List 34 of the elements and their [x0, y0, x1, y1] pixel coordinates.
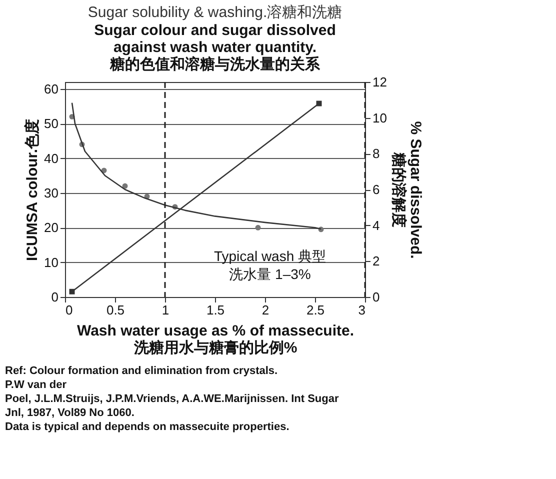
y2-tick-label: 0 — [372, 290, 380, 304]
x-tick-label: 3 — [358, 302, 366, 318]
y-tick-label: 60 — [44, 81, 58, 96]
text: P.W van der — [5, 379, 68, 391]
y-tick-label: 0 — [51, 290, 58, 304]
y-tick-label: 40 — [44, 150, 58, 166]
x-tick-label: 0.5 — [106, 302, 125, 318]
chart-title: Sugar solubility & washing.溶糖和洗糖 — [88, 4, 342, 21]
y2-tick-label: 8 — [372, 146, 380, 162]
chart-subtitle: Sugar colour and sugar dissolved against wash water quantity. 糖的色值和溶糖与洗水量的关系 — [94, 22, 336, 73]
y2-tick-label: 12 — [372, 74, 387, 90]
y2-axis-title: % Sugar dissolved. 糖的溶解度 — [390, 121, 424, 259]
y2-tick-label: 4 — [372, 218, 380, 233]
x-axis-title: Wash water usage as % of massecuite. 洗糖用水与糖膏的比例% — [76, 322, 354, 356]
y2-tick-label: 2 — [372, 254, 380, 269]
y2-tick-label: 6 — [372, 182, 380, 197]
annotation: Typical wash 典型 — [214, 248, 326, 264]
y-tick-label: 30 — [44, 185, 58, 200]
x-tick-label: 2 — [262, 302, 270, 318]
text: Jnl, 1987, Vol89 No 1060. — [5, 407, 134, 419]
text: Data is typical and depends on massecuite properties. — [5, 421, 290, 433]
x-tick-label: 1 — [162, 302, 170, 318]
y-tick-label: 50 — [44, 116, 58, 132]
text: Poel, J.L.M.Struijs, J.P.M.Vriends, A.A.WE.Marijnissen. Int Sugar — [5, 393, 340, 405]
x-tick-label: 2.5 — [306, 302, 325, 318]
text: Ref: Colour formation and elimination from crystals. — [5, 365, 278, 377]
y-tick-label: 20 — [44, 220, 58, 236]
point — [255, 224, 261, 230]
x-tick-label: 0 — [66, 302, 73, 318]
y2-tick-label: 10 — [372, 110, 387, 126]
annotation: 洗水量 1–3% — [229, 266, 311, 282]
y-axis-title: ICUMSA colour.色度 — [23, 119, 42, 261]
y-tick-label: 10 — [44, 254, 58, 270]
x-tick-label: 1.5 — [206, 302, 225, 318]
